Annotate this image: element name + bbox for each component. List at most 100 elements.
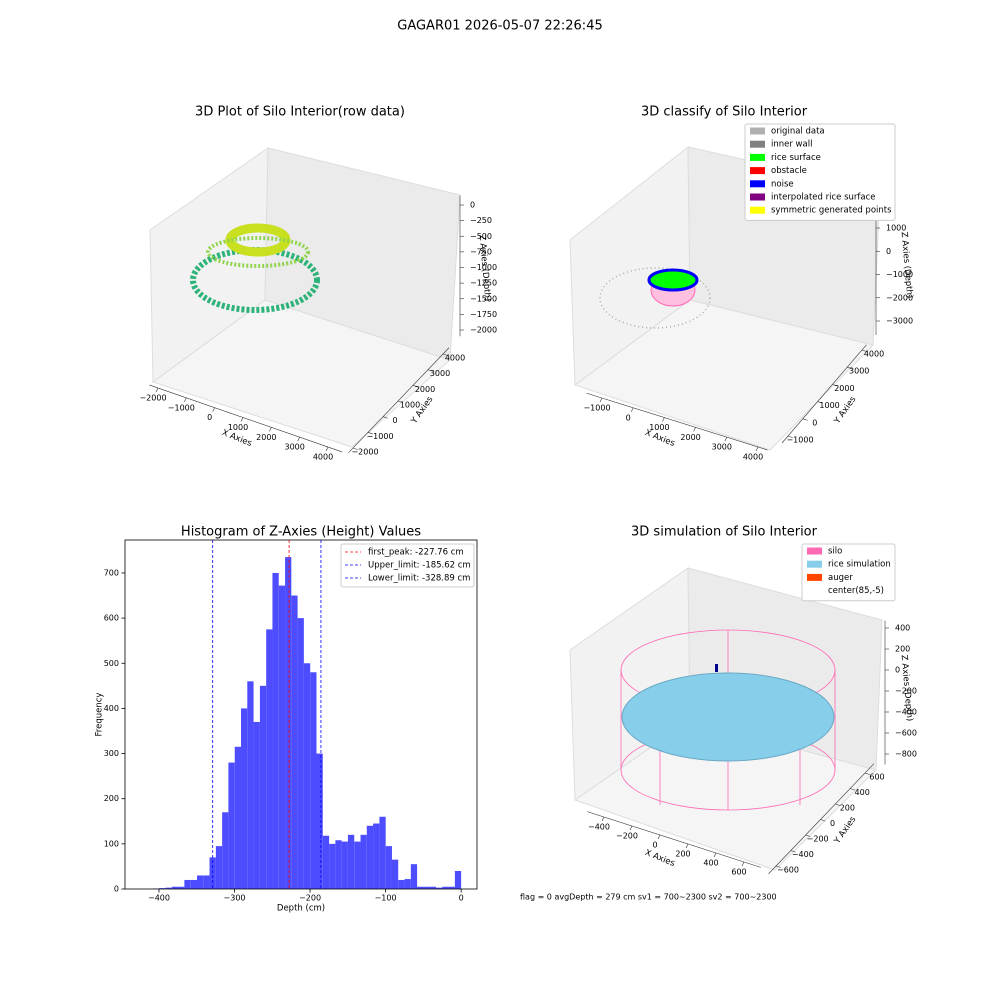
bar [354, 841, 361, 889]
y-tick-label: 4000 [864, 350, 884, 359]
legend-swatch [750, 140, 765, 148]
suptitle: GAGAR01 2026-05-07 22:26:45 [397, 19, 602, 34]
z-tick-label: −250 [470, 216, 492, 225]
tick-mark [805, 834, 811, 837]
bar [435, 887, 443, 889]
tick-mark [713, 852, 717, 858]
bar [316, 753, 323, 889]
z-tick-label: −600 [895, 729, 917, 738]
tick-mark [775, 865, 781, 868]
bar [347, 834, 355, 889]
tick-mark [847, 366, 853, 370]
bar [171, 886, 179, 889]
chart-title: 3D simulation of Silo Interior [631, 525, 818, 540]
x-tick-label: 4000 [743, 453, 763, 462]
x-tick-label: 1000 [649, 423, 669, 432]
x-tick-label: −400 [148, 894, 170, 903]
z-tick-label: −400 [895, 708, 917, 717]
z-tick-label: −1250 [470, 279, 497, 288]
x-tick-label: −1000 [583, 404, 610, 413]
bar [429, 886, 436, 889]
axis-line [149, 384, 343, 453]
tick-mark [787, 435, 793, 438]
x-tick-label: 2000 [256, 433, 276, 442]
bar [448, 886, 455, 889]
tick-mark [820, 819, 826, 822]
bar [266, 629, 273, 889]
x-tick-label: 600 [731, 868, 746, 877]
legend-label: rice surface [771, 153, 821, 163]
x-tick-label: −100 [375, 894, 397, 903]
bar [404, 879, 411, 889]
tick-mark [325, 446, 329, 452]
x-axis-label: X Axies [643, 848, 676, 869]
y-tick-label: 1000 [819, 401, 839, 410]
y-tick-label: 100 [104, 839, 119, 848]
bar [335, 840, 342, 889]
x-tick-label: −200 [299, 894, 321, 903]
bar [209, 857, 216, 889]
bar [385, 846, 392, 889]
y-tick-label: 200 [104, 794, 119, 803]
bar [196, 875, 204, 889]
legend-swatch [750, 206, 765, 214]
legend-label: original data [771, 127, 825, 137]
legend-swatch [750, 153, 765, 161]
x-tick-label: 200 [675, 850, 690, 859]
x-tick-label: −300 [224, 894, 246, 903]
tick-mark [685, 843, 689, 849]
z-tick-label: −1000 [886, 270, 913, 279]
z-tick-label: 400 [895, 624, 910, 633]
bar [215, 846, 223, 889]
bar [259, 685, 267, 889]
y-tick-label: −200 [807, 835, 829, 844]
bar [373, 823, 380, 889]
z-tick-label: −200 [895, 687, 917, 696]
tick-mark [367, 432, 373, 435]
z-tick-label: −500 [470, 232, 492, 241]
legend-label: first_peak: -227.76 cm [368, 548, 464, 558]
axis-line [587, 811, 761, 868]
bar [417, 886, 424, 889]
z-tick-label: −1000 [470, 263, 497, 272]
bar [442, 886, 449, 889]
y-tick-label: 400 [104, 704, 119, 713]
bar [391, 859, 399, 889]
tick-mark [297, 437, 300, 442]
bar [278, 585, 286, 889]
tick-mark [817, 401, 823, 404]
tick-mark [662, 417, 665, 422]
legend-box [340, 543, 475, 588]
bar [184, 879, 191, 889]
bar [178, 886, 185, 889]
axis-line [781, 344, 867, 444]
legend-label: noise [771, 179, 794, 189]
y-tick-label: 0 [114, 885, 119, 894]
y-axis-label: Y Axies [832, 394, 859, 426]
bar [165, 887, 172, 889]
x-tick-label: −200 [616, 832, 638, 841]
bar [423, 886, 430, 889]
z-tick-label: 1000 [886, 224, 906, 233]
bar [203, 875, 210, 889]
tick-mark [850, 788, 856, 791]
legend-box [744, 123, 896, 221]
tick-mark [755, 446, 759, 452]
tick-mark [184, 397, 187, 402]
z-tick-label: 0 [470, 201, 475, 210]
legend-label: Lower_limit: -328.89 cm [368, 574, 470, 584]
tick-mark [835, 803, 841, 806]
legend-box [801, 543, 896, 602]
tick-mark [427, 369, 433, 372]
bar [366, 825, 374, 889]
tick-mark [630, 407, 634, 412]
tick-mark [864, 772, 870, 775]
x-tick-label: −400 [588, 823, 610, 832]
chart-title: Histogram of Z-Axies (Height) Values [181, 525, 421, 540]
legend-swatch [750, 193, 765, 201]
tick-mark [212, 407, 215, 412]
legend-label: symmetric generated points [771, 206, 892, 216]
z-tick-label: −750 [470, 247, 492, 256]
x-tick-label: 400 [703, 859, 718, 868]
y-tick-label: 4000 [445, 354, 465, 363]
